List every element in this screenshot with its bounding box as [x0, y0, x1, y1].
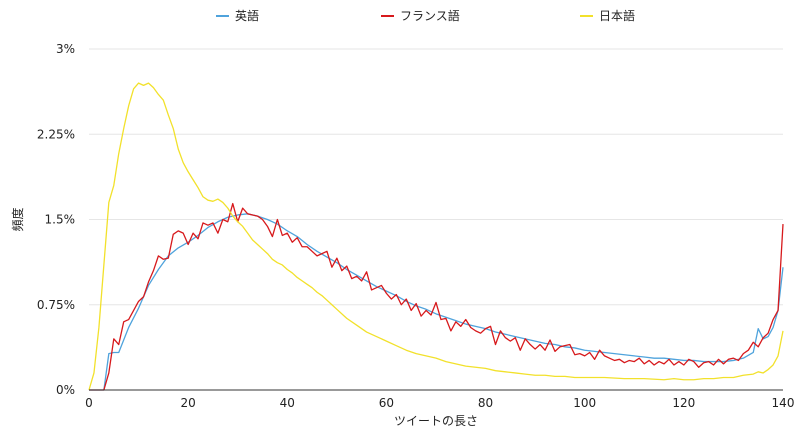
y-axis-ticks: 0% 0.75% 1.5% 2.25% 3%: [37, 42, 75, 397]
gridlines: [89, 48, 783, 306]
x-tick-label: 140: [772, 396, 795, 410]
x-axis-ticks: 0 20 40 60 80 100 120 140: [85, 396, 794, 410]
series-line-2: [88, 82, 784, 391]
y-tick-label: 1.5%: [45, 213, 76, 227]
x-tick-label: 100: [573, 396, 596, 410]
x-tick-label: 80: [478, 396, 493, 410]
y-tick-label: 0%: [56, 383, 75, 397]
legend-label: フランス語: [400, 8, 460, 23]
legend-label: 英語: [235, 8, 259, 23]
legend: 英語 フランス語 日本語: [216, 8, 635, 23]
x-axis-title: ツイートの長さ: [394, 414, 478, 428]
x-tick-label: 0: [85, 396, 93, 410]
x-tick-label: 60: [379, 396, 394, 410]
series-lines: [88, 82, 784, 391]
y-axis-title: 頻度: [10, 207, 25, 231]
series-line-1: [89, 202, 784, 391]
x-tick-label: 120: [672, 396, 695, 410]
x-tick-label: 20: [181, 396, 196, 410]
x-tick-label: 40: [280, 396, 295, 410]
y-tick-label: 0.75%: [37, 298, 75, 312]
y-tick-label: 3%: [56, 42, 75, 56]
legend-label: 日本語: [599, 8, 635, 23]
y-tick-label: 2.25%: [37, 127, 75, 141]
